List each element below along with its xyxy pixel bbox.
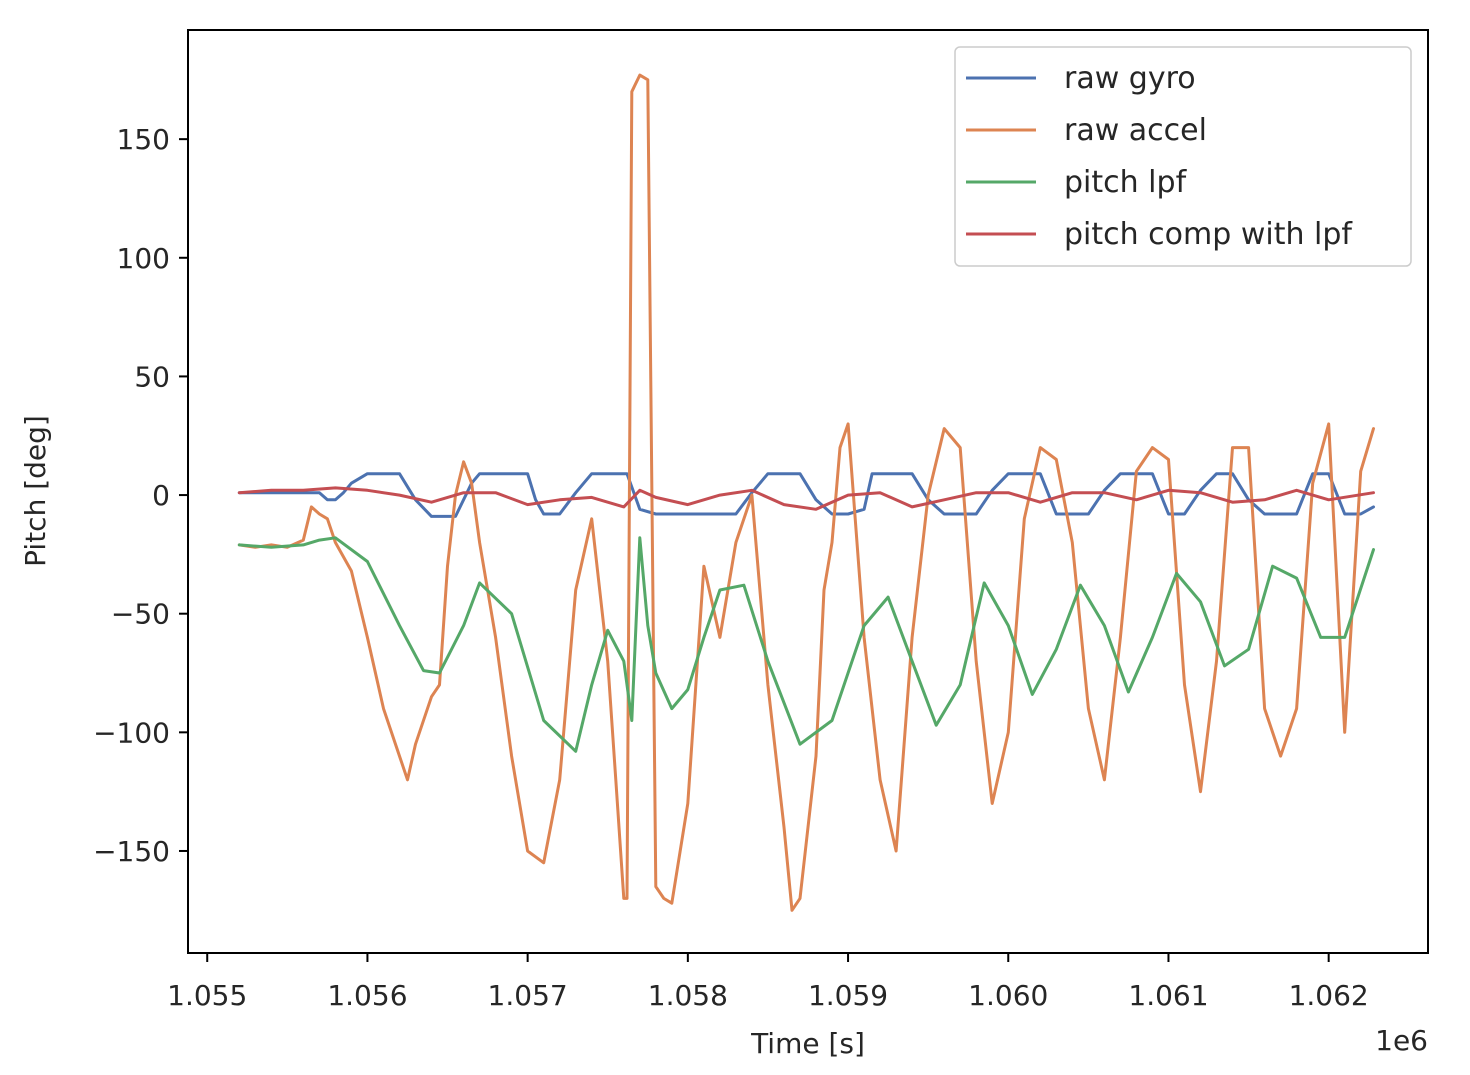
x-offset-label: 1e6: [1375, 1024, 1428, 1057]
x-tick-label: 1.055: [167, 979, 247, 1012]
legend: raw gyro raw accel pitch lpf pitch comp wit…: [954, 46, 1412, 267]
y-axis: 150 100 50 0 −50 −100 −150: [93, 123, 188, 868]
y-tick-label: 50: [134, 360, 170, 393]
y-tick-label: 0: [152, 479, 170, 512]
legend-items: raw gyro raw accel pitch lpf pitch comp wit…: [966, 61, 1353, 252]
legend-label: raw accel: [1064, 113, 1207, 148]
y-tick-label: −100: [93, 716, 170, 749]
series-lines: [237, 73, 1375, 912]
x-axis: 1.055 1.056 1.057 1.058 1.059 1.060 1.061 1.062: [167, 953, 1369, 1012]
x-tick-label: 1.056: [327, 979, 407, 1012]
y-tick-label: 100: [117, 242, 170, 275]
legend-label: pitch comp with lpf: [1064, 217, 1353, 252]
legend-box: [954, 46, 1412, 267]
series-line-pitch-comp-with-lpf: [237, 486, 1375, 511]
x-tick-label: 1.061: [1128, 979, 1208, 1012]
x-tick-label: 1.058: [648, 979, 728, 1012]
x-axis-label: Time [s]: [750, 1027, 865, 1060]
y-tick-label: −150: [93, 835, 170, 868]
legend-label: raw gyro: [1064, 61, 1196, 96]
series-line-raw-gyro: [237, 472, 1375, 518]
y-tick-label: 150: [117, 123, 170, 156]
series-line-pitch-lpf: [237, 536, 1375, 753]
x-tick-label: 1.057: [488, 979, 568, 1012]
legend-label: pitch lpf: [1064, 165, 1188, 200]
y-axis-label: Pitch [deg]: [19, 415, 52, 567]
x-tick-label: 1.060: [968, 979, 1048, 1012]
series-line-raw-accel: [237, 73, 1375, 912]
y-tick-label: −50: [111, 598, 170, 631]
x-tick-label: 1.062: [1289, 979, 1369, 1012]
x-tick-label: 1.059: [808, 979, 888, 1012]
plot-frame: [187, 29, 1429, 954]
